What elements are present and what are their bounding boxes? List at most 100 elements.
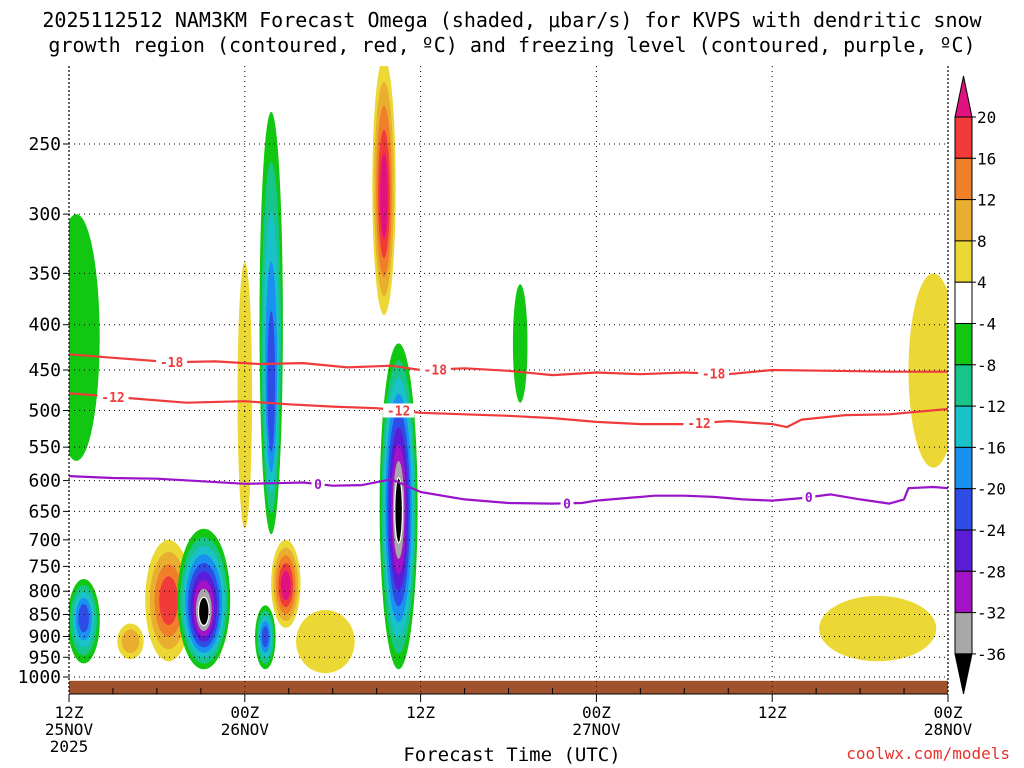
contour-label-bg	[560, 496, 574, 511]
colorbar-label: 12	[977, 191, 996, 210]
contour-line-0	[68, 353, 948, 377]
omega-cell-5	[237, 262, 253, 529]
contour-label-bg	[156, 355, 188, 370]
colorbar-bin	[954, 529, 973, 572]
contour-line-1	[68, 392, 949, 429]
y-tick-label: 850	[28, 605, 61, 626]
omega-contour	[512, 284, 528, 403]
colorbar-bin	[954, 570, 973, 614]
colorbar-label: 20	[977, 108, 996, 127]
omega-cell-2	[117, 623, 144, 660]
colorbar-label: 8	[977, 232, 987, 251]
colorbar-bin	[954, 199, 973, 242]
y-tick-label: 800	[28, 581, 61, 602]
x-tick-label: 28NOV	[924, 720, 973, 739]
x-tick-label: 27NOV	[572, 720, 621, 739]
x-tick-label: 12Z	[758, 703, 787, 722]
colorbar-label: -12	[977, 397, 1006, 416]
omega-contour	[237, 262, 253, 529]
omega-cell-8	[271, 539, 301, 628]
contour-label-bg	[311, 477, 325, 492]
y-tick-label: 500	[28, 401, 61, 422]
contour-label: -18	[702, 368, 726, 383]
contour-line-2	[68, 475, 949, 505]
colorbar-bin	[954, 405, 973, 448]
colorbar-bottom-arrow	[954, 653, 973, 695]
colorbar-label: -4	[977, 315, 996, 334]
colorbar-label: -16	[977, 438, 1006, 457]
omega-contour	[394, 477, 403, 543]
colorbar-bin	[954, 157, 973, 201]
omega-contour	[908, 273, 948, 468]
chart-title-line2: growth region (contoured, red, ºC) and f…	[48, 33, 976, 57]
colorbar-bin	[954, 116, 973, 159]
x-tick-label: 00Z	[582, 703, 611, 722]
colorbar-bin	[954, 488, 973, 531]
colorbar-bin	[954, 612, 973, 655]
omega-contour	[159, 576, 179, 625]
contour-label: -12	[687, 417, 710, 432]
y-tick-label: 600	[28, 471, 61, 492]
site-credit: coolwx.com/models	[846, 744, 1010, 763]
omega-contour	[267, 311, 276, 452]
colorbar-bin	[954, 323, 973, 366]
x-tick-label: 00Z	[230, 703, 259, 722]
x-tick-label: 26NOV	[221, 720, 270, 739]
contour-label-bg	[683, 416, 715, 431]
chart-title-line1: 2025112512 NAM3KM Forecast Omega (shaded…	[42, 8, 982, 32]
omega-contour	[198, 597, 210, 626]
omega-shading	[69, 66, 948, 694]
omega-contour	[121, 629, 140, 654]
contour-label: -18	[424, 363, 448, 378]
y-tick-label: 550	[28, 437, 61, 458]
y-tick-label: 900	[28, 627, 61, 648]
x-tick-label: 25NOV	[45, 720, 94, 739]
y-tick-label: 650	[28, 501, 61, 522]
omega-cell-11	[379, 343, 418, 670]
omega-contour	[261, 626, 269, 648]
y-tick-label: 450	[28, 360, 61, 381]
omega-contour	[819, 595, 937, 662]
omega-cell-10	[372, 66, 396, 315]
omega-contour	[78, 604, 90, 633]
y-tick-label: 750	[28, 556, 61, 577]
y-tick-label: 300	[28, 204, 61, 225]
temperature-contours: -18 -18 -18 -12 -12 -12 0 0 0	[68, 353, 949, 512]
colorbar-bin	[954, 446, 973, 490]
colorbar-label: -28	[977, 562, 1006, 581]
colorbar-label: 16	[977, 149, 996, 168]
x-axis-label: Forecast Time (UTC)	[403, 744, 621, 766]
colorbar-label: -36	[977, 645, 1006, 664]
contour-label: -12	[387, 405, 410, 420]
y-tick-label: 350	[28, 263, 61, 284]
x-tick-label: 00Z	[934, 703, 963, 722]
omega-contour	[296, 610, 355, 674]
y-tick-label: 250	[28, 134, 61, 155]
colorbar-top-arrow	[954, 75, 973, 118]
y-tick-label: 1000	[18, 667, 61, 688]
contour-label-bg	[698, 366, 730, 381]
colorbar-bin	[954, 240, 973, 283]
omega-contour	[69, 214, 100, 461]
colorbar-label: -24	[977, 521, 1006, 540]
omega-cell-12	[512, 284, 528, 403]
contour-label: 0	[563, 497, 571, 512]
omega-cell-14	[908, 273, 948, 468]
x-tick-label: 12Z	[55, 703, 84, 722]
contour-label-bg	[802, 490, 816, 505]
x-tick-label: 2025	[50, 737, 89, 756]
omega-contour	[280, 570, 291, 601]
omega-core-outline	[394, 477, 404, 544]
contour-label-bg	[419, 362, 451, 377]
omega-contour	[380, 153, 388, 239]
omega-cell-6	[259, 111, 283, 535]
omega-cell-1	[69, 579, 100, 664]
colorbar-label: -20	[977, 480, 1006, 499]
colorbar-bin	[954, 364, 973, 407]
contour-label: -12	[101, 391, 124, 406]
y-tick-label: 700	[28, 530, 61, 551]
omega-cell-9	[296, 610, 355, 674]
colorbar-label: -8	[977, 356, 996, 375]
omega-cell-0	[69, 214, 100, 461]
